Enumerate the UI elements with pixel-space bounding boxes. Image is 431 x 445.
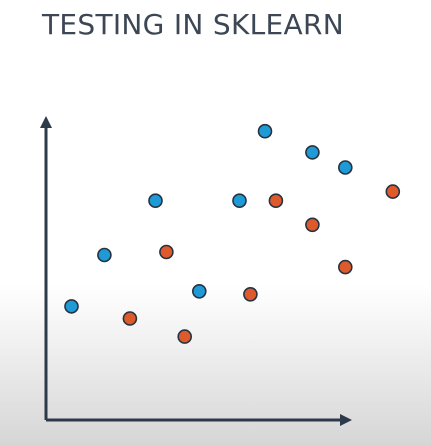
red-point-6 — [305, 217, 320, 233]
red-point-3 — [177, 329, 192, 344]
blue-point-6 — [257, 123, 273, 139]
blue-point-4 — [192, 283, 207, 299]
slide-title: TESTING IN SKLEARN — [42, 8, 344, 41]
blue-point-1 — [64, 299, 79, 314]
red-point-7 — [337, 259, 353, 275]
red-point-2 — [159, 244, 174, 260]
blue-point-5 — [232, 193, 247, 208]
blue-point-2 — [97, 247, 112, 263]
blue-point-3 — [148, 193, 163, 208]
blue-point-7 — [305, 145, 320, 160]
blue-point-8 — [337, 160, 353, 175]
data-points — [64, 123, 401, 344]
red-point-8 — [385, 184, 401, 199]
red-point-1 — [122, 311, 138, 326]
red-point-5 — [268, 193, 284, 208]
red-point-4 — [243, 286, 258, 302]
